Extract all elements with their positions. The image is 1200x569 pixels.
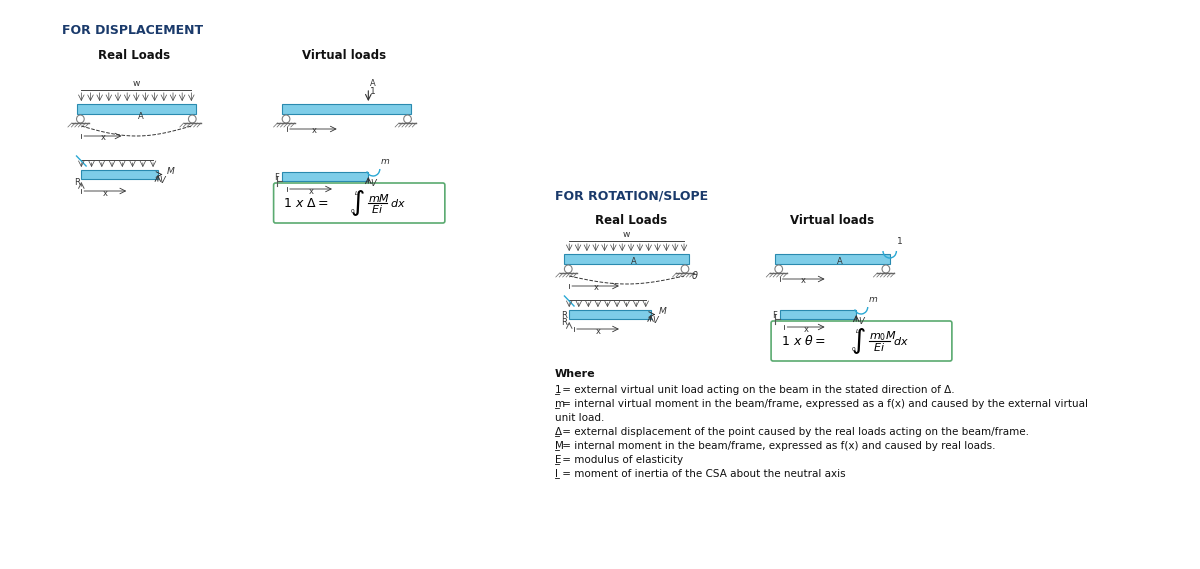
Text: = external virtual unit load acting on the beam in the stated direction of Δ.: = external virtual unit load acting on t… xyxy=(559,385,955,395)
Text: x: x xyxy=(802,276,806,285)
Text: R: R xyxy=(73,178,79,187)
Text: A: A xyxy=(631,257,637,266)
Bar xyxy=(780,310,857,319)
Text: = modulus of elasticity: = modulus of elasticity xyxy=(559,455,683,465)
Text: Real Loads: Real Loads xyxy=(595,214,667,227)
Text: $dx$: $dx$ xyxy=(893,335,908,347)
Circle shape xyxy=(682,265,689,273)
Bar xyxy=(569,310,650,319)
Text: FOR DISPLACEMENT: FOR DISPLACEMENT xyxy=(62,24,203,37)
Text: w: w xyxy=(623,230,630,239)
Text: = internal virtual moment in the beam/frame, expressed as a f(x) and caused by t: = internal virtual moment in the beam/fr… xyxy=(559,399,1088,409)
Text: x: x xyxy=(101,133,106,142)
Text: Where: Where xyxy=(554,369,595,379)
Text: R: R xyxy=(562,318,568,327)
Text: $dx$: $dx$ xyxy=(390,197,406,209)
FancyBboxPatch shape xyxy=(274,183,445,223)
Text: Δ: Δ xyxy=(554,427,562,437)
Text: V: V xyxy=(653,316,659,325)
Text: $mM$: $mM$ xyxy=(368,192,390,204)
Text: Virtual loads: Virtual loads xyxy=(791,214,875,227)
Text: F: F xyxy=(772,311,776,320)
Text: m: m xyxy=(554,399,565,409)
Text: V: V xyxy=(858,317,864,326)
Text: w: w xyxy=(133,79,140,88)
Text: $1\ x\ \theta = $: $1\ x\ \theta = $ xyxy=(781,334,826,348)
Text: 1: 1 xyxy=(371,87,376,96)
Text: V: V xyxy=(160,176,166,185)
Text: = moment of inertia of the CSA about the neutral axis: = moment of inertia of the CSA about the… xyxy=(559,469,846,479)
Text: $^L$: $^L$ xyxy=(354,191,359,200)
Text: $\int$: $\int$ xyxy=(852,326,866,356)
FancyBboxPatch shape xyxy=(772,321,952,361)
Circle shape xyxy=(403,115,412,123)
Text: unit load.: unit load. xyxy=(554,413,605,423)
Text: x: x xyxy=(311,126,317,135)
Text: M: M xyxy=(167,167,174,175)
Text: $_0$: $_0$ xyxy=(852,344,857,353)
Text: $1\ x\ \Delta = $: $1\ x\ \Delta = $ xyxy=(283,196,329,209)
Circle shape xyxy=(77,115,84,123)
Text: $_0$: $_0$ xyxy=(350,207,355,216)
Bar xyxy=(775,254,889,264)
Circle shape xyxy=(188,115,196,123)
Bar xyxy=(282,172,368,181)
Text: A: A xyxy=(838,257,842,266)
Text: x: x xyxy=(804,325,809,334)
Bar xyxy=(282,104,412,114)
Circle shape xyxy=(775,265,782,273)
Text: x: x xyxy=(103,189,108,198)
Text: $Ei$: $Ei$ xyxy=(874,341,886,353)
Circle shape xyxy=(282,115,290,123)
Text: E: E xyxy=(554,455,562,465)
Bar xyxy=(77,104,196,114)
Text: $^L$: $^L$ xyxy=(856,328,860,337)
Text: M: M xyxy=(659,307,667,315)
Text: = external displacement of the point caused by the real loads acting on the beam: = external displacement of the point cau… xyxy=(559,427,1030,437)
Text: $\theta$: $\theta$ xyxy=(691,269,698,281)
Text: Real Loads: Real Loads xyxy=(98,49,170,62)
Circle shape xyxy=(882,265,889,273)
Text: 1: 1 xyxy=(554,385,562,395)
Text: R: R xyxy=(562,311,568,320)
Text: FOR ROTATION/SLOPE: FOR ROTATION/SLOPE xyxy=(554,189,708,202)
Text: I: I xyxy=(554,469,558,479)
Text: 1: 1 xyxy=(898,237,904,246)
Text: m: m xyxy=(869,295,877,304)
Text: M: M xyxy=(554,441,564,451)
Text: A: A xyxy=(371,79,376,88)
Text: x: x xyxy=(308,187,313,196)
Bar xyxy=(564,254,689,264)
Text: F: F xyxy=(275,173,280,182)
Text: x: x xyxy=(594,283,599,292)
Text: V: V xyxy=(371,179,376,188)
Text: Virtual loads: Virtual loads xyxy=(302,49,386,62)
Text: A: A xyxy=(138,112,144,121)
Text: $m_0M$: $m_0M$ xyxy=(869,329,896,343)
Text: x: x xyxy=(595,327,600,336)
Text: $Ei$: $Ei$ xyxy=(371,203,383,215)
Text: $\int$: $\int$ xyxy=(350,188,365,218)
Bar xyxy=(82,170,158,179)
Circle shape xyxy=(564,265,572,273)
Text: m: m xyxy=(380,157,390,166)
Text: = internal moment in the beam/frame, expressed as f(x) and caused by real loads.: = internal moment in the beam/frame, exp… xyxy=(559,441,996,451)
